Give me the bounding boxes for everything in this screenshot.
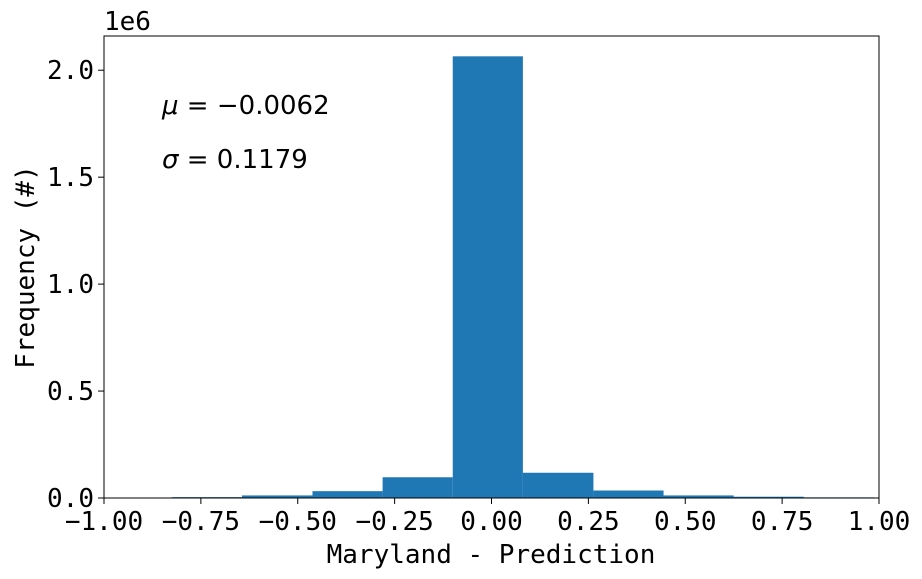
histogram-bar-1 bbox=[241, 495, 313, 498]
x-tick-label: −0.75 bbox=[162, 507, 240, 537]
y-tick-label: 2.0 bbox=[47, 56, 94, 86]
x-tick-label: 0.25 bbox=[557, 507, 620, 537]
y-axis-label: Frequency (#) bbox=[11, 165, 41, 369]
x-axis-label: Maryland - Prediction bbox=[327, 540, 656, 570]
histogram-bar-8 bbox=[733, 496, 804, 498]
mean-annotation: μ = −0.0062 bbox=[161, 91, 330, 121]
std-value: = 0.1179 bbox=[178, 145, 307, 175]
std-annotation: σ = 0.1179 bbox=[162, 145, 308, 175]
histogram-bar-5 bbox=[522, 472, 594, 498]
y-tick-label: 1.5 bbox=[47, 163, 94, 193]
histogram-bar-7 bbox=[663, 495, 734, 498]
x-tick-label: 0.75 bbox=[751, 507, 814, 537]
mean-symbol: μ bbox=[161, 91, 179, 121]
y-offset-text: 1e6 bbox=[104, 7, 151, 37]
x-tick-label: 0.00 bbox=[460, 507, 523, 537]
y-axis-ticks: 0.0 0.5 1.0 1.5 2.0 bbox=[47, 56, 104, 514]
histogram-bar-2 bbox=[312, 491, 383, 498]
x-tick-label: 0.50 bbox=[654, 507, 717, 537]
mean-value: = −0.0062 bbox=[179, 91, 330, 121]
histogram-bar-4 bbox=[452, 56, 523, 498]
x-tick-label: −0.25 bbox=[355, 507, 433, 537]
histogram-bar-3 bbox=[382, 477, 453, 498]
x-tick-label: −1.00 bbox=[65, 507, 143, 537]
x-axis-ticks: −1.00 −0.75 −0.50 −0.25 0.00 0.25 0.50 0.75 1.00 bbox=[65, 498, 910, 537]
x-tick-label: −0.50 bbox=[259, 507, 337, 537]
histogram-bar-6 bbox=[593, 490, 664, 498]
y-tick-label: 0.5 bbox=[47, 377, 94, 407]
x-tick-label: 1.00 bbox=[848, 507, 911, 537]
y-tick-label: 1.0 bbox=[47, 270, 94, 300]
std-symbol: σ bbox=[162, 145, 180, 175]
y-tick-label: 0.0 bbox=[47, 484, 94, 514]
bars-group bbox=[171, 56, 875, 498]
